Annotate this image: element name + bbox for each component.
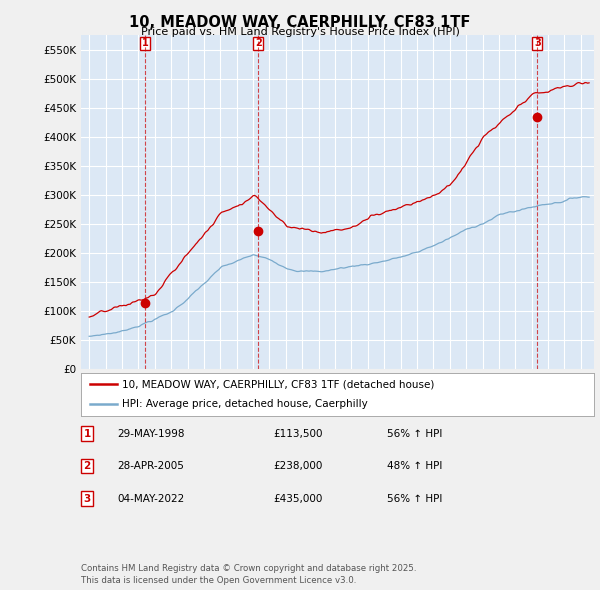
Text: Price paid vs. HM Land Registry's House Price Index (HPI): Price paid vs. HM Land Registry's House …: [140, 27, 460, 37]
Bar: [145, 35, 259, 369]
Text: 29-MAY-1998: 29-MAY-1998: [117, 429, 185, 438]
Text: 2: 2: [83, 461, 91, 471]
Text: 1: 1: [142, 38, 148, 48]
Bar: [259, 35, 537, 369]
Text: 04-MAY-2022: 04-MAY-2022: [117, 494, 184, 503]
Bar: [537, 35, 594, 369]
Bar: [81, 35, 145, 369]
Text: 48% ↑ HPI: 48% ↑ HPI: [387, 461, 442, 471]
Text: 10, MEADOW WAY, CAERPHILLY, CF83 1TF (detached house): 10, MEADOW WAY, CAERPHILLY, CF83 1TF (de…: [122, 379, 434, 389]
Text: £113,500: £113,500: [273, 429, 323, 438]
Text: 1: 1: [83, 429, 91, 438]
Text: 3: 3: [534, 38, 541, 48]
Text: £238,000: £238,000: [273, 461, 322, 471]
Text: 56% ↑ HPI: 56% ↑ HPI: [387, 429, 442, 438]
Text: £435,000: £435,000: [273, 494, 322, 503]
Text: Contains HM Land Registry data © Crown copyright and database right 2025.
This d: Contains HM Land Registry data © Crown c…: [81, 565, 416, 585]
Text: 28-APR-2005: 28-APR-2005: [117, 461, 184, 471]
Text: 10, MEADOW WAY, CAERPHILLY, CF83 1TF: 10, MEADOW WAY, CAERPHILLY, CF83 1TF: [130, 15, 470, 30]
Text: HPI: Average price, detached house, Caerphilly: HPI: Average price, detached house, Caer…: [122, 399, 368, 409]
Text: 56% ↑ HPI: 56% ↑ HPI: [387, 494, 442, 503]
Text: 3: 3: [83, 494, 91, 503]
Text: 2: 2: [255, 38, 262, 48]
